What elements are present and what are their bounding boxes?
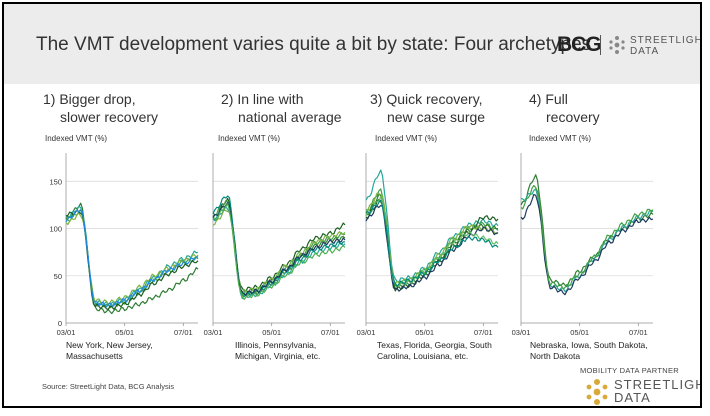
streetlight-logo-icon	[609, 36, 625, 54]
panel-4-ylabel: Indexed VMT (%)	[529, 134, 592, 143]
streetlight-logo: STREETLIGHT DATA	[608, 35, 700, 60]
x-tick-label: 03/01	[357, 328, 376, 337]
panel-2-states: Illinois, Pennsylvania, Michigan, Virgin…	[235, 340, 321, 361]
x-tick-label: 07/01	[629, 328, 648, 337]
x-tick-label: 07/01	[474, 328, 493, 337]
series-line	[65, 209, 199, 308]
series-line	[365, 199, 499, 287]
panel-1-title: 1) Bigger drop, slower recovery	[43, 91, 159, 125]
y-tick-label: 100	[49, 225, 62, 234]
bcg-logo: BCG	[557, 33, 602, 56]
panel-3-title: 3) Quick recovery, new case surge	[370, 91, 486, 125]
x-tick-label: 05/01	[115, 328, 134, 337]
series-line	[365, 196, 499, 288]
x-tick-label: 03/01	[204, 328, 223, 337]
partner-logo: STREETLIGHT DATA	[584, 378, 700, 406]
series-line	[365, 169, 499, 283]
x-tick-label: 07/01	[321, 328, 340, 337]
panel-2-title: 2) In line with national average	[221, 91, 342, 125]
x-tick-label: 05/01	[415, 328, 434, 337]
y-tick-label: 50	[54, 272, 62, 281]
x-tick-label: 05/01	[570, 328, 589, 337]
slide-header: The VMT development varies quite a bit b…	[4, 4, 700, 84]
panel-1-ylabel: Indexed VMT (%)	[45, 134, 108, 143]
slide: The VMT development varies quite a bit b…	[2, 2, 702, 408]
panel-3-states: Texas, Florida, Georgia, South Carolina,…	[377, 340, 492, 361]
panel-3-ylabel: Indexed VMT (%)	[375, 134, 438, 143]
partner-logo-icon	[586, 379, 608, 405]
partner-logo-text: STREETLIGHT DATA	[614, 377, 700, 405]
x-tick-label: 03/01	[57, 328, 76, 337]
panel-4-states: Nebraska, Iowa, South Dakota, North Dako…	[530, 340, 648, 361]
series-line	[65, 212, 199, 305]
y-tick-label: 150	[49, 177, 62, 186]
panel-1-chart: 0 50 100 150 03/01 05/01 07/01	[49, 153, 199, 337]
source-note: Source: StreetLight Data, BCG Analysis	[42, 382, 175, 391]
y-tick-label: 0	[58, 319, 62, 328]
panel-3-chart: 03/01 05/01 07/01	[357, 153, 499, 337]
series-line	[520, 184, 654, 290]
panel-2-ylabel: Indexed VMT (%)	[218, 134, 281, 143]
series-line	[520, 174, 654, 288]
streetlight-logo-text: STREETLIGHT DATA	[630, 35, 702, 57]
panel-2-chart: 03/01 05/01 07/01	[204, 153, 346, 337]
logo-divider	[600, 35, 601, 55]
series-line	[212, 203, 346, 300]
partner-label: MOBILITY DATA PARTNER	[580, 366, 679, 375]
panel-4-chart: 03/01 05/01 07/01	[512, 153, 654, 337]
x-tick-label: 05/01	[262, 328, 281, 337]
x-tick-label: 03/01	[512, 328, 531, 337]
panel-1-states: New York, New Jersey, Massachusetts	[66, 340, 153, 361]
x-tick-label: 07/01	[174, 328, 193, 337]
panel-4-title: 4) Full recovery	[529, 91, 600, 125]
series-line	[520, 193, 654, 296]
slide-title: The VMT development varies quite a bit b…	[36, 34, 592, 55]
